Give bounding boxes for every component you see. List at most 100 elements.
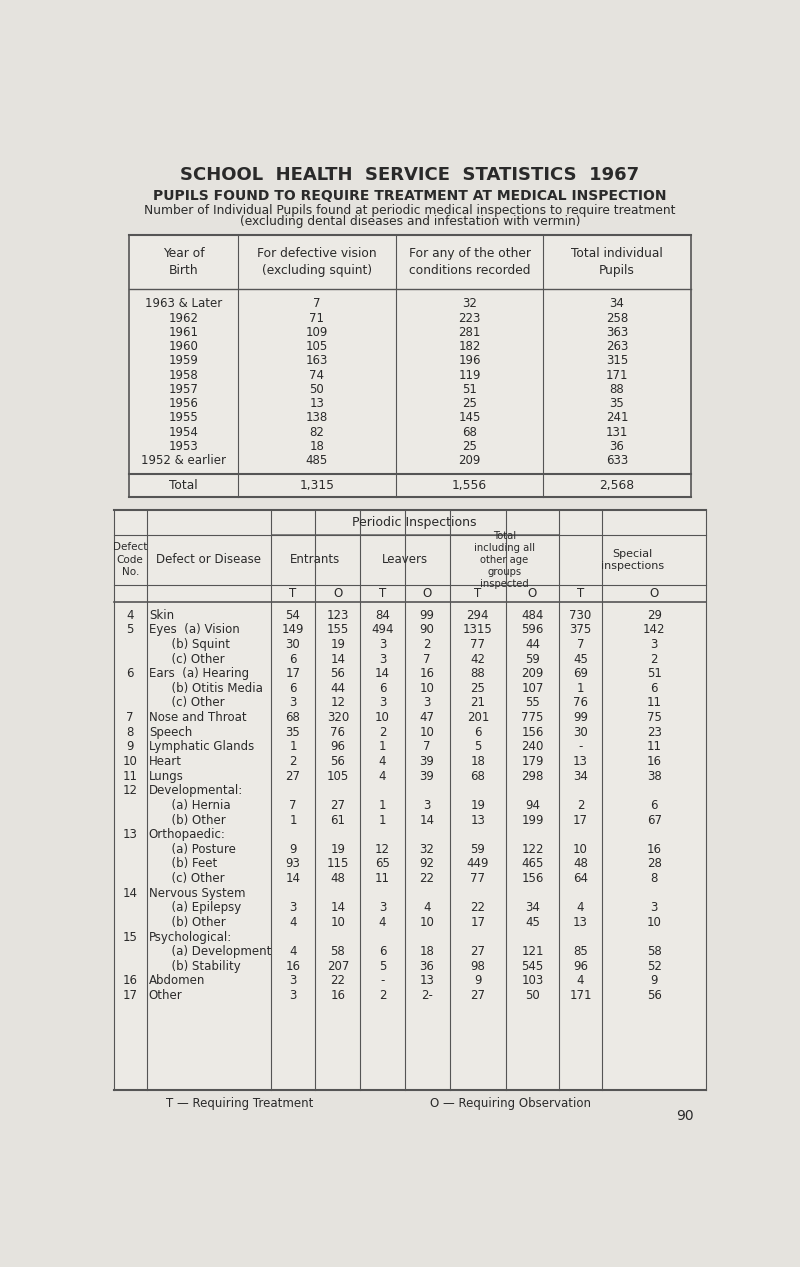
Text: Total individual
Pupils: Total individual Pupils: [571, 247, 663, 277]
Text: 3: 3: [290, 901, 297, 915]
Text: 3: 3: [290, 697, 297, 710]
Text: 77: 77: [470, 872, 486, 886]
Text: 64: 64: [573, 872, 588, 886]
Text: Defect
Code
No.: Defect Code No.: [113, 542, 147, 578]
Text: 82: 82: [310, 426, 325, 438]
Text: 65: 65: [375, 858, 390, 870]
Text: Periodic Inspections: Periodic Inspections: [353, 516, 477, 528]
Text: -: -: [380, 974, 385, 987]
Text: 3: 3: [423, 799, 430, 812]
Text: (c) Other: (c) Other: [149, 697, 225, 710]
Text: 119: 119: [458, 369, 481, 381]
Text: 13: 13: [420, 974, 434, 987]
Text: 32: 32: [462, 298, 477, 310]
Text: 105: 105: [306, 340, 328, 353]
Text: 61: 61: [330, 813, 346, 826]
Text: 7: 7: [423, 740, 430, 754]
Text: (b) Feet: (b) Feet: [149, 858, 217, 870]
Text: 156: 156: [522, 726, 544, 739]
Text: 30: 30: [286, 639, 300, 651]
Text: 258: 258: [606, 312, 628, 324]
Text: 48: 48: [330, 872, 346, 886]
Text: 494: 494: [371, 623, 394, 636]
Text: 36: 36: [420, 960, 434, 973]
Text: 14: 14: [330, 901, 346, 915]
Text: Eyes  (a) Vision: Eyes (a) Vision: [149, 623, 239, 636]
Text: (b) Stability: (b) Stability: [149, 960, 241, 973]
Text: 2-: 2-: [421, 990, 433, 1002]
Text: 18: 18: [420, 945, 434, 958]
Text: 1958: 1958: [169, 369, 198, 381]
Text: 16: 16: [122, 974, 138, 987]
Text: 22: 22: [470, 901, 486, 915]
Text: Total: Total: [170, 479, 198, 492]
Text: 107: 107: [522, 682, 544, 694]
Text: 1: 1: [577, 682, 584, 694]
Text: 5: 5: [474, 740, 482, 754]
Text: 11: 11: [646, 697, 662, 710]
Text: 42: 42: [470, 653, 486, 665]
Text: (a) Posture: (a) Posture: [149, 843, 236, 855]
Text: 12: 12: [122, 784, 138, 797]
Text: 142: 142: [643, 623, 666, 636]
Text: 121: 121: [522, 945, 544, 958]
Text: 122: 122: [522, 843, 544, 855]
Text: 3: 3: [379, 639, 386, 651]
Text: (a) Development: (a) Development: [149, 945, 271, 958]
Text: 47: 47: [419, 711, 434, 725]
Text: 123: 123: [326, 608, 349, 622]
Text: 27: 27: [286, 769, 301, 783]
Text: Number of Individual Pupils found at periodic medical inspections to require tre: Number of Individual Pupils found at per…: [144, 204, 676, 217]
Text: 59: 59: [470, 843, 486, 855]
Text: Entrants: Entrants: [290, 554, 341, 566]
Text: 19: 19: [330, 843, 346, 855]
Text: 5: 5: [126, 623, 134, 636]
Text: 14: 14: [375, 668, 390, 680]
Text: 13: 13: [573, 916, 588, 929]
Text: 27: 27: [330, 799, 346, 812]
Text: 35: 35: [610, 397, 624, 411]
Text: 171: 171: [606, 369, 628, 381]
Text: 68: 68: [470, 769, 486, 783]
Text: 56: 56: [330, 668, 346, 680]
Text: 10: 10: [420, 916, 434, 929]
Text: 74: 74: [310, 369, 325, 381]
Text: 1955: 1955: [169, 412, 198, 424]
Text: (b) Otitis Media: (b) Otitis Media: [149, 682, 262, 694]
Text: 4: 4: [577, 901, 584, 915]
Text: T: T: [474, 587, 482, 599]
Text: 179: 179: [522, 755, 544, 768]
Text: 16: 16: [286, 960, 301, 973]
Text: 199: 199: [522, 813, 544, 826]
Text: 9: 9: [650, 974, 658, 987]
Text: 1: 1: [378, 740, 386, 754]
Bar: [114, 511, 706, 1090]
Text: O: O: [650, 587, 658, 599]
Text: T: T: [577, 587, 584, 599]
Text: 90: 90: [676, 1109, 694, 1123]
Text: 8: 8: [650, 872, 658, 886]
Text: 11: 11: [375, 872, 390, 886]
Text: Other: Other: [149, 990, 182, 1002]
Text: 155: 155: [327, 623, 349, 636]
Text: 17: 17: [573, 813, 588, 826]
Text: 209: 209: [458, 454, 481, 468]
Text: 51: 51: [646, 668, 662, 680]
Text: 223: 223: [458, 312, 481, 324]
Text: 156: 156: [522, 872, 544, 886]
Text: 5: 5: [379, 960, 386, 973]
Text: 4: 4: [126, 608, 134, 622]
Text: 11: 11: [122, 769, 138, 783]
Text: 14: 14: [419, 813, 434, 826]
Text: 281: 281: [458, 326, 481, 338]
Text: 6: 6: [650, 682, 658, 694]
Text: 375: 375: [570, 623, 592, 636]
Text: 39: 39: [420, 769, 434, 783]
Text: 3: 3: [290, 974, 297, 987]
Text: 93: 93: [286, 858, 301, 870]
Text: 207: 207: [326, 960, 349, 973]
Text: Nervous System: Nervous System: [149, 887, 246, 900]
Text: 149: 149: [282, 623, 304, 636]
Text: 25: 25: [470, 682, 486, 694]
Text: 38: 38: [646, 769, 662, 783]
